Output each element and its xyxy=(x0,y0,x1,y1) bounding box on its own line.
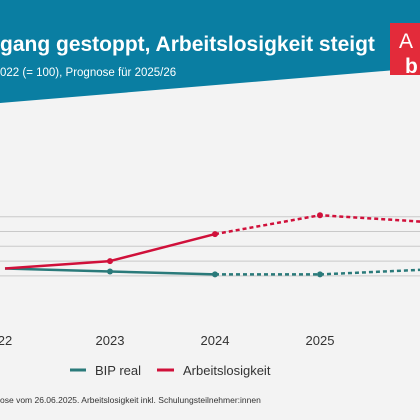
x-axis-ticks: 22 2023 2024 2025 xyxy=(0,333,334,348)
brand-logo-bottom: b xyxy=(405,55,418,78)
x-tick-label: 22 xyxy=(0,333,12,348)
source-note: ose vom 26.06.2025. Arbeitslosigkeit ink… xyxy=(0,395,261,405)
data-point-bip xyxy=(317,271,323,278)
legend-label-arbeitslosigkeit: Arbeitslosigkeit xyxy=(183,363,271,378)
header-banner xyxy=(0,0,420,103)
x-tick-label: 2023 xyxy=(96,333,125,348)
data-point-arbeitslosigkeit xyxy=(107,258,113,265)
data-point-bip xyxy=(107,268,113,275)
grid-lines xyxy=(0,216,420,277)
chart-title: gang gestoppt, Arbeitslosigkeit steigt xyxy=(0,33,375,56)
data-point-arbeitslosigkeit xyxy=(317,212,323,219)
brand-logo-top: A xyxy=(399,30,413,53)
chart-subtitle: 022 (= 100), Prognose für 2025/26 xyxy=(0,67,176,79)
data-point-arbeitslosigkeit xyxy=(212,231,218,238)
brand-logo-box xyxy=(390,23,420,75)
legend-item-bip: BIP real xyxy=(70,363,141,378)
data-point-bip xyxy=(212,271,218,278)
data-series xyxy=(4,212,420,278)
legend-item-arbeitslosigkeit: Arbeitslosigkeit xyxy=(157,363,271,378)
legend: BIP real Arbeitslosigkeit xyxy=(70,363,271,378)
brand-logo: A b xyxy=(390,23,420,78)
legend-label-bip: BIP real xyxy=(95,363,141,378)
x-tick-label: 2024 xyxy=(201,333,230,348)
x-tick-label: 2025 xyxy=(306,333,335,348)
